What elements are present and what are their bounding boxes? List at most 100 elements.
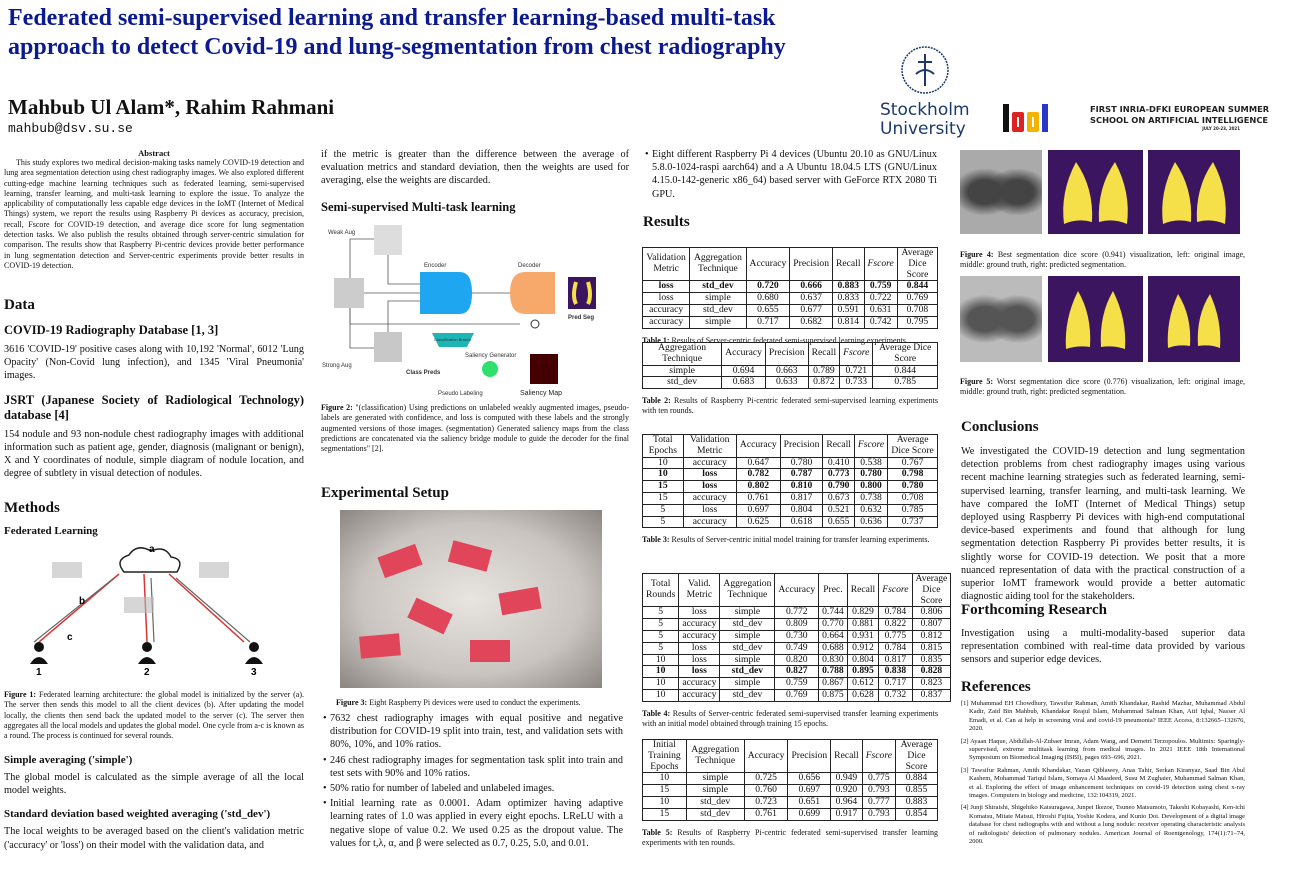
table-cell: 0.775 xyxy=(878,629,913,643)
table-cell: 0.872 xyxy=(807,376,841,390)
table-cell: 0.795 xyxy=(896,315,939,329)
table-cell: 0.759 xyxy=(774,677,820,690)
table-cell: 0.708 xyxy=(887,491,938,505)
table-cell: 0.730 xyxy=(774,629,820,643)
university-seal-icon xyxy=(901,46,949,94)
simple-heading: Simple averaging ('simple') xyxy=(4,754,133,766)
jsrt-heading: JSRT (Japanese Society of Radiological T… xyxy=(4,392,304,422)
table-cell: 0.844 xyxy=(872,364,938,378)
table: Total Epochs Validation Metric Accuracy Pre… xyxy=(642,434,938,529)
table-cell: 0.895 xyxy=(846,665,880,679)
decoder-label: Decoder xyxy=(518,263,541,269)
table-cell: 5 xyxy=(641,606,680,620)
figure2-caption: Figure 2: "(classification) Using predic… xyxy=(321,403,629,454)
table-caption-text: Results of Raspberry Pi-centric federate… xyxy=(642,827,938,847)
table-cell: 0.814 xyxy=(832,315,865,329)
column-header: Valid. Metric xyxy=(678,572,721,608)
table-cell: 5 xyxy=(642,503,684,517)
column-header: Average Dice Score xyxy=(872,342,938,366)
table-cell: simple xyxy=(689,292,747,305)
column-header: Accuracy xyxy=(721,342,766,366)
table-cell: loss xyxy=(678,641,721,655)
table-cell: 0.881 xyxy=(846,618,880,631)
table-cell: std_dev xyxy=(719,665,776,679)
table-row: 5 accuracy std_dev 0.809 0.770 0.881 0.822 0.80… xyxy=(641,618,952,631)
table-cell: 0.744 xyxy=(818,606,848,620)
author-email[interactable]: mahbub@dsv.su.se xyxy=(8,121,133,136)
column-header: Fscore xyxy=(861,738,896,774)
table-caption: Table 1: Results of Server-centric feder… xyxy=(642,336,938,346)
table-cell: 0.780 xyxy=(887,480,938,493)
table-cell: 0.837 xyxy=(911,688,952,702)
table-row: 10 loss simple 0.820 0.830 0.804 0.817 0.835 xyxy=(641,653,952,667)
table-cell: 0.828 xyxy=(911,665,952,679)
fig5-label: Figure 5: xyxy=(960,377,994,386)
table-cell: 15 xyxy=(642,784,687,797)
table-cell: 0.699 xyxy=(787,807,832,821)
table-cell: 0.631 xyxy=(863,303,898,317)
figure4-caption: Figure 4: Best segmentation dice score (… xyxy=(960,250,1245,271)
column-header: Total Rounds xyxy=(641,572,680,608)
fig4-predicted-segmentation xyxy=(1148,150,1240,234)
table-cell: 0.775 xyxy=(861,772,896,786)
classification-branch-label: Classification Branch xyxy=(434,337,471,342)
setup-bullet: 7632 chest radiography images with equal… xyxy=(323,712,623,752)
table-label: Table 1: xyxy=(642,335,670,345)
column-header: Recall xyxy=(846,572,880,608)
table-cell: 0.682 xyxy=(789,315,834,329)
fig4-label: Figure 4: xyxy=(960,250,994,259)
table-row: 10 accuracy simple 0.759 0.867 0.612 0.717 0.82… xyxy=(641,677,952,690)
table-cell: loss xyxy=(641,280,691,294)
table-cell: 0.917 xyxy=(830,807,863,821)
table-cell: 5 xyxy=(641,618,680,631)
column-header: Accuracy xyxy=(743,738,789,774)
table-cell: 0.804 xyxy=(779,503,824,517)
table-row: 10 std_dev 0.723 0.651 0.964 0.777 0.883 xyxy=(642,795,939,809)
table-cell: 0.833 xyxy=(832,292,865,305)
table-cell: 0.830 xyxy=(818,653,848,667)
table-cell: std_dev xyxy=(685,795,745,809)
stockholm-university-logo: Stockholm University xyxy=(880,44,970,139)
table-cell: loss xyxy=(678,653,721,667)
table-cell: 0.628 xyxy=(846,688,880,702)
table-cell: 0.767 xyxy=(887,456,938,470)
table-header-row: Aggregation Technique Accuracy Precision Re… xyxy=(641,342,938,366)
table-cell: 0.785 xyxy=(887,503,938,517)
fl-heading: Federated Learning xyxy=(4,525,98,538)
table-cell: 0.800 xyxy=(853,480,889,493)
saliency-generator-label: Saliency Generator xyxy=(465,353,516,359)
table-cell: 0.656 xyxy=(787,772,832,786)
results-table-3: Total Epochs Validation Metric Accuracy Pre… xyxy=(642,434,938,546)
table-cell: 10 xyxy=(642,795,687,809)
su-name-line1: Stockholm xyxy=(880,100,970,120)
table-cell: simple xyxy=(685,784,745,797)
table-label: Table 2: xyxy=(642,396,671,406)
table-cell: accuracy xyxy=(682,515,737,529)
label-3: 3 xyxy=(251,667,257,677)
table-cell: 0.949 xyxy=(830,772,863,786)
su-name-line2: University xyxy=(880,119,966,139)
table-cell: simple xyxy=(719,629,776,643)
table-cell: loss xyxy=(678,665,721,679)
setup-bullets: 7632 chest radiography images with equal… xyxy=(323,712,623,852)
column-header: Average Dice Score xyxy=(896,246,939,282)
summer-school-logo: FIRST INRIA-DFKI EUROPEAN SUMMER SCHOOL … xyxy=(1090,104,1290,132)
concat-icon xyxy=(530,319,540,329)
table: Aggregation Technique Accuracy Precision Re… xyxy=(641,342,938,390)
table-cell: 0.720 xyxy=(745,280,791,294)
xray-strong xyxy=(374,332,402,362)
table-cell: 5 xyxy=(641,641,680,655)
table-header-row: Total Epochs Validation Metric Accuracy Pre… xyxy=(642,434,938,458)
table-cell: 0.817 xyxy=(779,491,824,505)
federated-learning-diagram: a b c 1 2 3 xyxy=(30,544,263,677)
table-row: 10 accuracy std_dev 0.769 0.875 0.628 0.732 0.8… xyxy=(641,688,952,702)
table-cell: 0.835 xyxy=(911,653,952,667)
column-header: Average Dice Score xyxy=(894,738,939,774)
table-cell: 0.651 xyxy=(787,795,832,809)
table-cell: 0.793 xyxy=(861,807,896,821)
table-cell: 0.733 xyxy=(839,376,874,390)
fig4-text: Best segmentation dice score (0.941) vis… xyxy=(960,250,1245,270)
table-cell: 0.708 xyxy=(896,303,939,317)
column-header: Aggregation Technique xyxy=(641,342,723,366)
table-cell: 0.798 xyxy=(887,468,938,482)
